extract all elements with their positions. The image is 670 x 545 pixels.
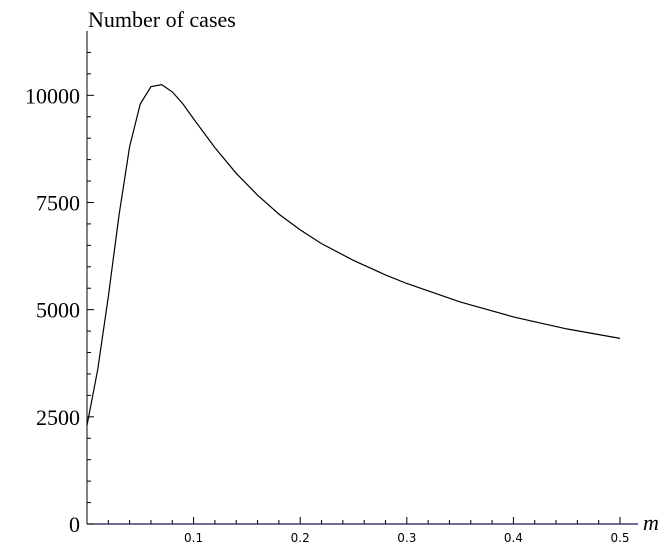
x-tick-label: 0.4	[504, 531, 523, 545]
series-line	[86, 83, 621, 426]
y-tick-label: 0	[69, 512, 80, 537]
y-tick-label: 2500	[36, 405, 80, 430]
y-axis-label: Number of cases	[88, 7, 236, 32]
x-tick-label: 0.1	[184, 531, 203, 545]
y-tick-label: 7500	[36, 190, 80, 215]
x-tick-label: 0.5	[610, 531, 629, 545]
y-tick-label: 5000	[36, 298, 80, 323]
y-tick-label: 10000	[25, 83, 80, 108]
x-tick-label: 0.3	[397, 531, 416, 545]
x-axis-ticks: 0.1 0.2 0.3 0.4 0.5	[107, 517, 630, 545]
x-tick-label: 0.2	[291, 531, 310, 545]
x-axis-label: m	[643, 510, 659, 535]
y-axis-ticks: 0 2500 5000 7500 10000	[25, 51, 94, 537]
